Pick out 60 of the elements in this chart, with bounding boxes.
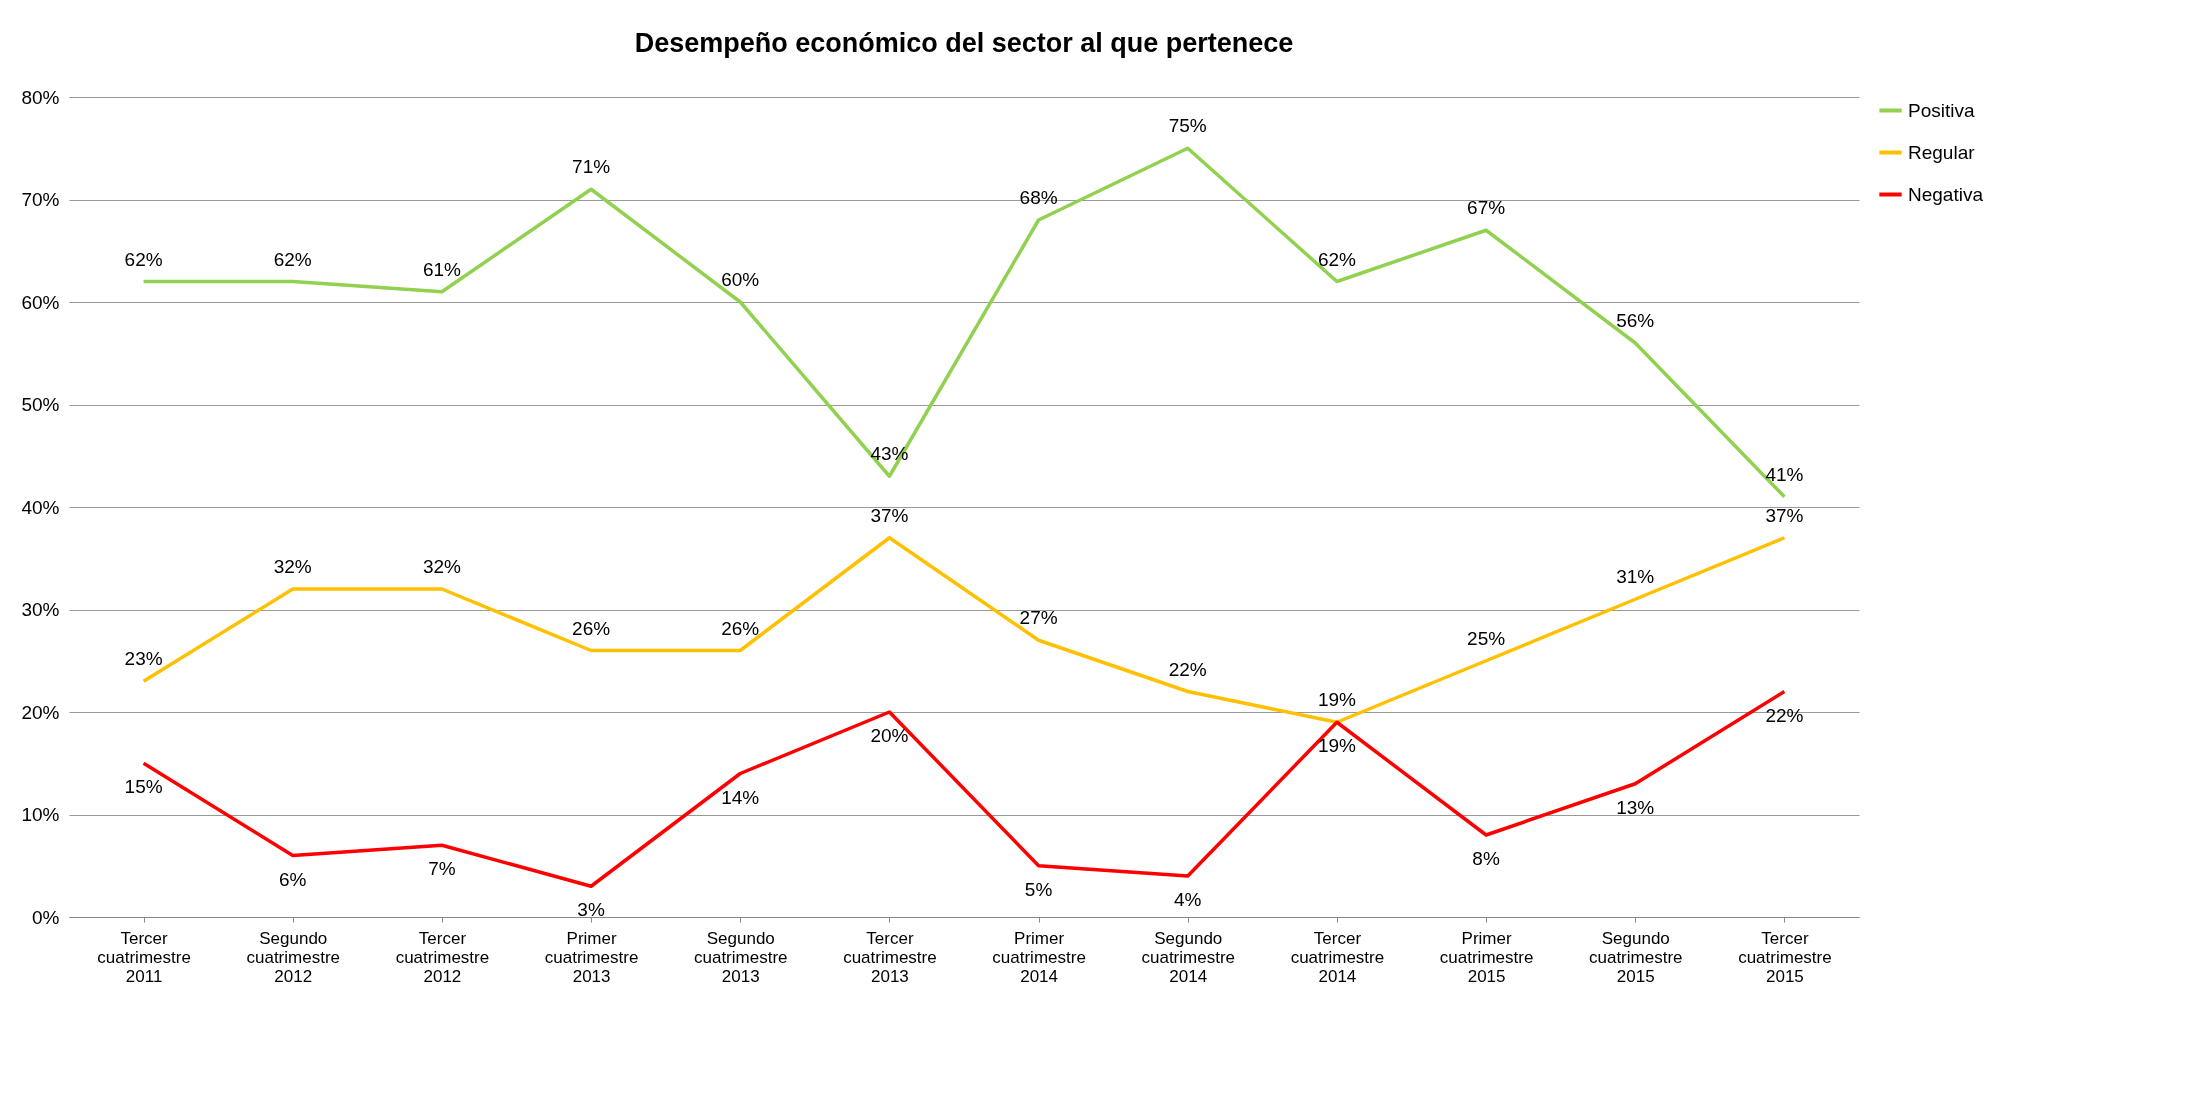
data-label: 32% — [273, 556, 312, 577]
x-tick-label: Segundo cuatrimestre 2015 — [1588, 928, 1683, 986]
y-tick-label: 50% — [21, 394, 60, 415]
legend-label: Regular — [1908, 141, 1976, 163]
data-label: 62% — [124, 248, 163, 270]
y-tick-label: 40% — [21, 496, 60, 518]
data-label: 7% — [428, 858, 456, 880]
data-label: 13% — [1616, 796, 1655, 818]
data-label: 62% — [1317, 248, 1357, 270]
y-tick-label: 10% — [21, 804, 60, 825]
data-label: 5% — [1024, 878, 1053, 900]
legend-label: Negativa — [1908, 183, 1984, 205]
y-tick-label: 30% — [21, 599, 60, 620]
data-label: 15% — [124, 776, 163, 798]
x-tick-label: Tercer cuatrimestre 2011 — [97, 928, 191, 986]
data-label: 19% — [1317, 689, 1357, 711]
data-label: 25% — [1467, 627, 1506, 649]
y-tick-label: 20% — [21, 701, 60, 723]
y-tick-label: 70% — [21, 189, 60, 210]
data-label: 32% — [422, 556, 462, 577]
data-label: 61% — [422, 258, 462, 280]
x-tick-label: Segundo cuatrimestre 2012 — [246, 928, 341, 986]
y-tick-label: 80% — [21, 86, 60, 108]
data-label: 14% — [721, 786, 760, 808]
data-label: 56% — [1616, 310, 1655, 331]
data-label: 6% — [279, 868, 307, 890]
x-tick-label: Segundo cuatrimestre 2014 — [1141, 928, 1236, 986]
data-label: 37% — [870, 504, 909, 526]
data-label: 60% — [721, 269, 760, 290]
data-label: 4% — [1174, 889, 1202, 910]
x-tick-label: Tercer cuatrimestre 2013 — [843, 928, 937, 986]
legend-label: Positiva — [1908, 99, 1975, 121]
y-tick-label: 60% — [21, 291, 60, 313]
y-tick-label: 0% — [32, 906, 60, 928]
data-label: 3% — [577, 899, 605, 921]
data-label: 37% — [1765, 504, 1804, 526]
data-label: 23% — [124, 648, 163, 670]
data-label: 19% — [1317, 735, 1357, 757]
x-tick-label: Tercer cuatrimestre 2014 — [1290, 928, 1385, 986]
data-label: 67% — [1467, 197, 1506, 219]
data-label: 27% — [1019, 607, 1058, 629]
x-tick-label: Segundo cuatrimestre 2013 — [693, 928, 788, 986]
x-tick-label: Primer cuatrimestre 2014 — [992, 928, 1086, 986]
x-tick-label: Primer cuatrimestre 2015 — [1439, 928, 1534, 986]
data-label: 26% — [572, 617, 611, 639]
data-label: 22% — [1168, 658, 1207, 680]
data-label: 22% — [1765, 704, 1804, 726]
data-label: 41% — [1765, 463, 1804, 485]
data-label: 31% — [1616, 566, 1655, 588]
data-label: 26% — [721, 617, 760, 639]
x-tick-label: Tercer cuatrimestre 2012 — [395, 928, 490, 986]
data-label: 8% — [1472, 848, 1500, 869]
x-tick-label: Tercer cuatrimestre 2015 — [1738, 928, 1832, 986]
data-label: 68% — [1019, 187, 1058, 208]
data-label: 20% — [870, 725, 909, 746]
data-label: 62% — [273, 248, 312, 270]
data-label: 71% — [572, 156, 611, 178]
x-tick-label: Primer cuatrimestre 2013 — [544, 928, 639, 986]
chart-title: Desempeño económico del sector al que pertenece — [634, 28, 1294, 58]
data-label: 75% — [1168, 115, 1207, 137]
